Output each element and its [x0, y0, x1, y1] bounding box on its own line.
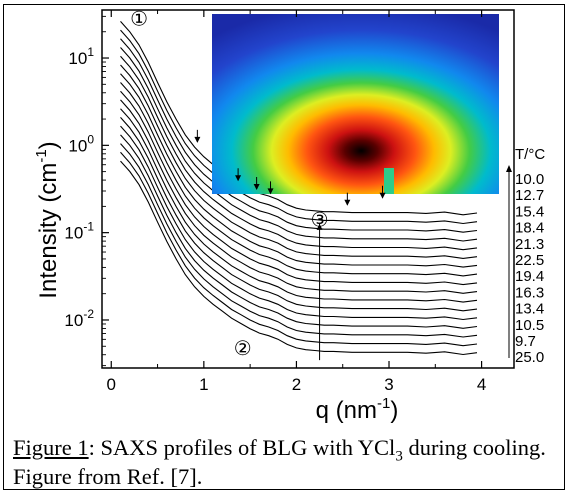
series-line: [120, 64, 478, 259]
legend-temperature: 9.7: [515, 333, 536, 350]
series-line: [120, 160, 478, 356]
beamstop: [384, 168, 394, 194]
series-curves: [120, 21, 478, 356]
series-line: [120, 55, 478, 251]
x-axis-title: q (nm-1): [316, 395, 399, 424]
circled-number-annotation: ③: [311, 210, 329, 232]
y-tick-label: 10-2: [64, 307, 94, 330]
peak-arrow-head: [194, 136, 201, 143]
caption-label: Figure 1: [13, 435, 89, 460]
legend-temperature: 25.0: [515, 349, 544, 366]
legend-temperature: 18.4: [515, 220, 544, 237]
x-tick-label: 0: [107, 375, 116, 394]
figure-frame: [3, 4, 565, 490]
series-line: [120, 90, 478, 286]
saxs-2d-pattern-image: [212, 14, 499, 194]
y-tick-label: 10-1: [64, 220, 94, 243]
series-line: [120, 21, 478, 216]
temperature-legend: T/°C 10.012.715.418.421.322.519.416.313.4…: [506, 146, 545, 366]
caption-subscript: 3: [395, 448, 403, 465]
peak-arrow-head: [235, 175, 242, 182]
legend-title: T/°C: [515, 146, 545, 163]
series-line: [120, 108, 478, 303]
legend-temperature: 16.3: [515, 284, 544, 301]
y-tick-label: 100: [68, 132, 94, 155]
peak-arrows: [194, 129, 386, 361]
caption-text-2: during cooling. Figure from Ref. [7].: [13, 435, 546, 489]
x-tick-label: 3: [384, 375, 393, 394]
x-tick-label: 2: [292, 375, 301, 394]
series-line: [120, 134, 478, 329]
series-line: [120, 125, 478, 321]
series-line: [120, 29, 478, 225]
series-line: [120, 47, 478, 242]
axis-ticks: 0 1 2 3 4 101 100 10-1 10-2: [64, 10, 486, 394]
peak-arrow-head: [267, 188, 274, 195]
series-line: [120, 82, 478, 277]
series-line: [120, 117, 478, 312]
series-line: [120, 73, 478, 268]
x-tick-label: 4: [477, 375, 486, 394]
series-line: [120, 151, 478, 347]
figure-caption: Figure 1: SAXS profiles of BLG with YCl3…: [13, 433, 565, 491]
legend-temperature: 12.7: [515, 187, 544, 204]
series-line: [120, 99, 478, 294]
legend-temperature: 10.5: [515, 317, 544, 334]
peak-arrow-head: [253, 184, 260, 190]
legend-temperature: 10.0: [515, 171, 544, 188]
series-line: [120, 38, 478, 233]
axis-labels: q (nm-1) Intensity (cm-1): [33, 141, 398, 424]
legend-temperature: 19.4: [515, 268, 544, 285]
caption-text-1: : SAXS profiles of BLG with YCl: [88, 435, 396, 460]
series-line: [120, 143, 478, 338]
detector-image: [212, 14, 499, 194]
legend-temperature: 13.4: [515, 301, 544, 318]
peak-arrow-head: [379, 192, 386, 199]
y-axis-title: Intensity (cm-1): [33, 141, 62, 298]
plot-frame: [101, 9, 515, 369]
circled-number-annotation: ②: [234, 338, 252, 360]
peak-arrow-head: [344, 199, 351, 206]
legend-temperature: 22.5: [515, 252, 544, 269]
annotations: ① ② ③: [130, 9, 328, 360]
y-tick-label: 101: [68, 45, 94, 68]
x-tick-label: 1: [199, 375, 208, 394]
legend-temperature: 15.4: [515, 203, 544, 220]
saxs-chart: 0 1 2 3 4 101 100 10-1 10-2 ① ② ③ q (nm-1) Intensi…: [33, 9, 545, 424]
circled-number-annotation: ①: [130, 9, 148, 31]
legend-arrow-head: [506, 165, 512, 172]
vertical-arrow-head: [316, 223, 323, 230]
legend-temperature: 21.3: [515, 236, 544, 253]
